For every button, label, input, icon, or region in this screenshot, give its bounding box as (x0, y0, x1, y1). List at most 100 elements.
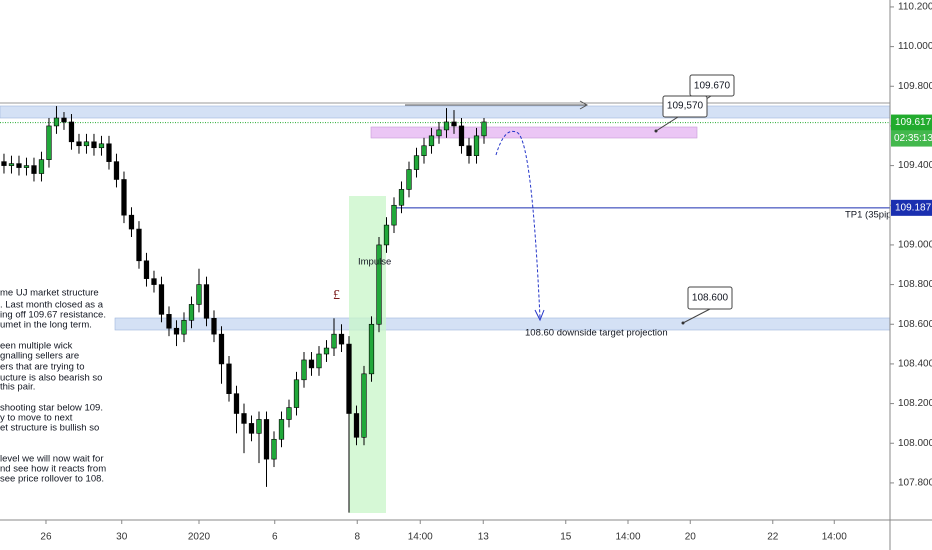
candle-body (188, 304, 195, 321)
candle-body (218, 333, 225, 365)
candle-body (376, 244, 382, 325)
y-tick-label: 108.000 (898, 438, 932, 449)
y-tick-label: 108.800 (898, 279, 932, 290)
y-tick-label: 109.000 (898, 240, 932, 251)
x-tick-label: 13 (478, 532, 490, 543)
candle-body (271, 438, 277, 460)
tp1-label: TP1 (35pips) (845, 210, 899, 221)
candle-body (68, 121, 75, 143)
candle-body (338, 333, 345, 345)
target-label: 108.60 downside target projection (525, 328, 668, 339)
candle-body (398, 189, 405, 206)
y-tick-label: 108.600 (898, 319, 932, 330)
candle-body (23, 165, 30, 168)
y-tick-label: 110.200 (898, 2, 932, 13)
countdown-tag (891, 130, 932, 147)
note-line: ing off 109.67 resistance. (0, 310, 106, 321)
price-tag (891, 114, 932, 131)
support-zone (114, 317, 891, 331)
candle-body (436, 129, 442, 137)
notes: me UJ market structure. Last month close… (0, 288, 106, 485)
candle-body (421, 145, 427, 156)
callout-point (681, 321, 685, 325)
note-line: nd see how it reacts from (0, 464, 106, 475)
candle-body (181, 319, 187, 335)
x-tick-label: 14:00 (408, 532, 433, 543)
x-tick-label: 26 (40, 532, 52, 543)
price-tag-label: 109.617 (895, 117, 932, 128)
candle-body (83, 141, 90, 147)
y-tick-label: 109.400 (898, 160, 932, 171)
x-tick-label: 30 (116, 532, 128, 543)
candle-body (158, 284, 165, 315)
x-tick-label: 15 (560, 532, 572, 543)
callout-point (654, 129, 658, 133)
note-line: me UJ market structure (0, 288, 99, 299)
candle-body (458, 125, 465, 147)
y-tick-label: 109.800 (898, 81, 932, 92)
candle-body (166, 314, 172, 329)
countdown-label: 02:35:13 (894, 133, 932, 144)
candle-body (428, 135, 435, 147)
candle-body (308, 359, 315, 369)
note-line: . Last month closed as a (0, 300, 104, 311)
candle-body (113, 161, 120, 180)
x-tick-label: 20 (685, 532, 697, 543)
callout-label: 109.670 (694, 81, 731, 92)
callout-box (687, 286, 733, 310)
candle-body (346, 343, 352, 414)
impulse-label: Impulse (358, 257, 391, 268)
x-tick-label: 14:00 (615, 532, 640, 543)
resistance-zone (0, 105, 891, 119)
candle-body (278, 419, 285, 440)
y-tick-label: 110.000 (898, 41, 932, 52)
sell-zone (370, 126, 698, 139)
candle-body (121, 179, 127, 216)
candle-body (443, 121, 450, 131)
candle-body (196, 284, 202, 305)
candle-body (368, 323, 375, 375)
price-tag (891, 199, 932, 216)
candle-body (38, 159, 45, 174)
arrow-head (579, 100, 589, 110)
x-tick-label: 8 (354, 532, 360, 543)
note-line: see price rollover to 108. (0, 474, 104, 485)
price-tag-label: 109.187 (895, 202, 932, 213)
candle-body (451, 121, 457, 127)
candles (1, 106, 487, 513)
projection-arrow-head (534, 309, 545, 322)
candle-body (293, 379, 300, 408)
impulse-zone (349, 196, 386, 513)
x-tick-label: 6 (272, 532, 278, 543)
callout-label: 109,570 (667, 101, 704, 112)
candle-body (98, 143, 105, 149)
candle-body (16, 163, 22, 168)
callout-leader (682, 308, 711, 324)
note-line: level we will now wait for (0, 454, 103, 465)
y-tick-label: 108.200 (898, 398, 932, 409)
candle-body (151, 278, 157, 285)
candle-body (323, 347, 330, 355)
candle-body (383, 224, 390, 246)
candle-body (173, 327, 180, 335)
candle-body (143, 260, 150, 279)
note-line: umet in the long term. (0, 320, 92, 331)
callout-box (662, 95, 708, 118)
candle-body (106, 143, 112, 162)
y-tick-label: 107.800 (898, 478, 932, 489)
projection-arrow (495, 130, 541, 319)
candle-body (301, 359, 307, 381)
time-axis-bg (0, 520, 932, 550)
callout-box (689, 74, 735, 97)
candle-body (8, 163, 15, 166)
candle-body (46, 125, 52, 160)
candle-body (31, 165, 37, 174)
x-tick-label: 14:00 (822, 532, 847, 543)
candle-body (241, 413, 247, 424)
currency-label: £ (333, 288, 340, 303)
note-line: et structure is bullish so (0, 423, 99, 434)
callout-label: 108.600 (692, 293, 729, 304)
candle-body (1, 161, 7, 166)
note-line: een multiple wick (0, 341, 73, 352)
